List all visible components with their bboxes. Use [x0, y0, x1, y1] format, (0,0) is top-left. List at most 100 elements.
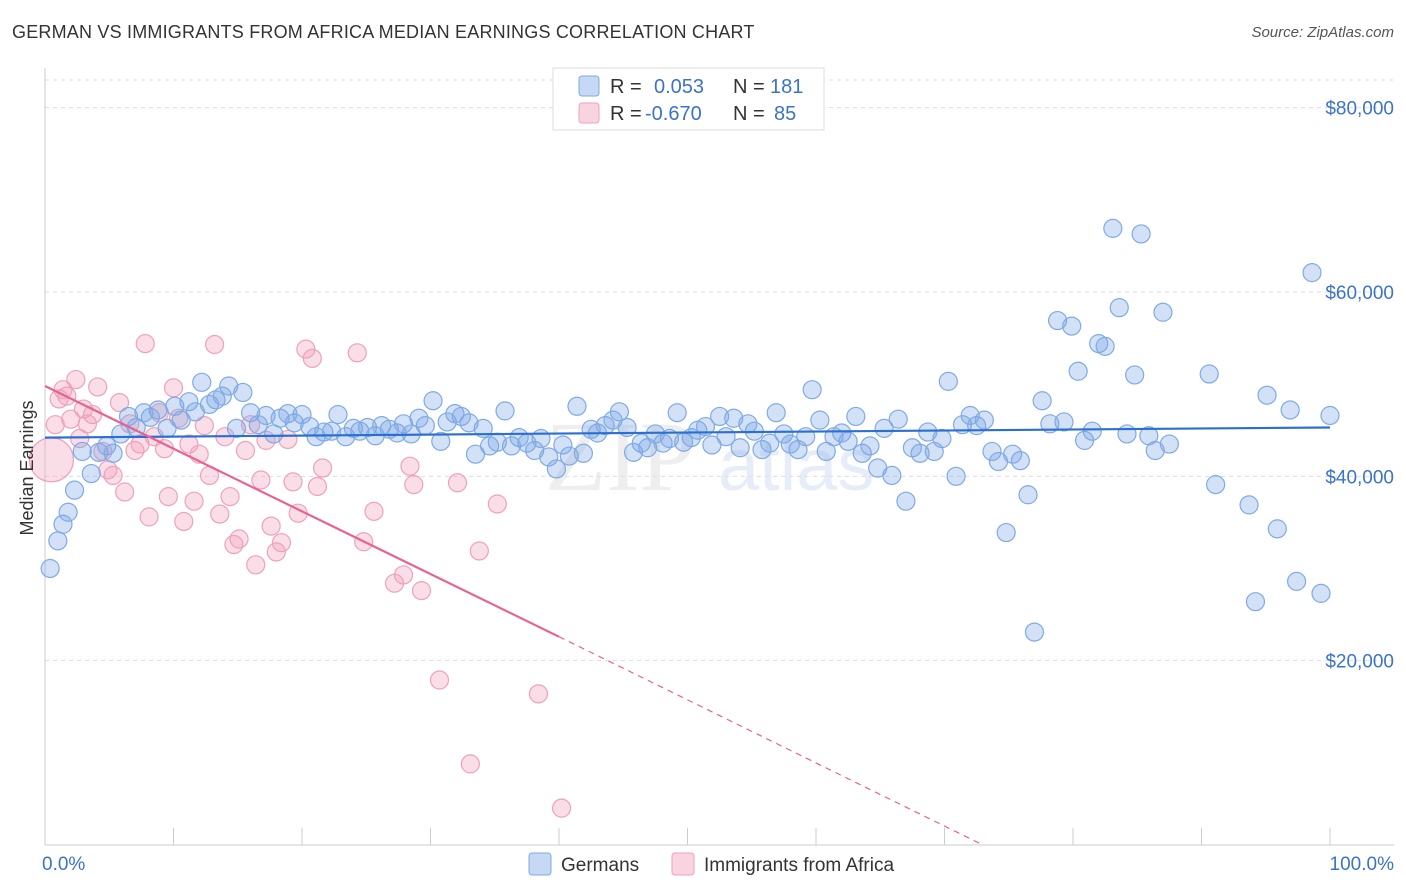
- point-germans: [766, 403, 786, 423]
- point-germans: [1302, 263, 1322, 283]
- point-germans: [546, 459, 567, 479]
- point-germans: [328, 404, 348, 425]
- point-germans: [710, 406, 730, 427]
- point-germans: [1159, 434, 1179, 454]
- legend-box: R = 0.053 N = 181 R = -0.670 N = 85: [552, 67, 825, 131]
- point-germans: [1286, 571, 1307, 591]
- bottom-legend-label-germans: Germans: [561, 855, 639, 876]
- point-germans: [357, 417, 378, 438]
- bottom-legend: Germans Immigrants from Africa: [528, 852, 894, 876]
- point-germans: [567, 396, 587, 416]
- x-tick-min: 0.0%: [42, 854, 85, 875]
- point-germans: [910, 443, 930, 463]
- point-germans: [974, 410, 994, 430]
- point-germans: [148, 400, 168, 420]
- legend-swatch-germans: [578, 75, 600, 97]
- point-germans: [1125, 365, 1145, 385]
- point-germans: [171, 410, 191, 430]
- point-germans: [415, 416, 435, 436]
- point-africa: [411, 581, 432, 601]
- gridlines: [45, 79, 1394, 662]
- point-africa: [224, 534, 244, 555]
- point-africa: [271, 533, 292, 553]
- point-africa: [235, 440, 256, 461]
- point-germans: [667, 403, 687, 423]
- point-africa: [487, 494, 507, 514]
- point-africa: [210, 504, 230, 524]
- y-axis-label: Median Earnings: [17, 400, 37, 535]
- point-germans: [1109, 298, 1129, 318]
- point-germans: [882, 465, 902, 486]
- point-germans: [1311, 583, 1331, 603]
- point-germans: [573, 443, 594, 463]
- point-germans: [241, 403, 261, 423]
- point-germans: [559, 446, 579, 466]
- point-germans: [960, 405, 980, 426]
- data-points: [28, 218, 1340, 818]
- x-tick-max: 100.0%: [1330, 854, 1395, 875]
- point-germans: [796, 427, 816, 447]
- point-germans: [730, 438, 750, 458]
- point-africa: [283, 472, 303, 492]
- point-africa: [77, 414, 98, 434]
- point-africa: [429, 670, 450, 690]
- point-germans: [473, 418, 493, 438]
- y-tick-label: $40,000: [1325, 467, 1394, 488]
- point-africa: [251, 470, 271, 490]
- point-germans: [531, 428, 551, 449]
- point-germans: [226, 418, 247, 438]
- point-germans: [1062, 316, 1082, 336]
- legend-r-value-1: 0.053: [654, 76, 704, 98]
- point-germans: [1024, 622, 1045, 642]
- point-africa: [246, 555, 266, 575]
- point-africa: [88, 377, 108, 397]
- point-germans: [53, 514, 73, 534]
- point-africa: [158, 487, 178, 507]
- point-africa: [261, 516, 281, 536]
- point-germans: [1047, 310, 1068, 331]
- point-germans: [1095, 336, 1115, 356]
- point-germans: [314, 422, 334, 442]
- point-germans: [233, 382, 253, 403]
- point-germans: [816, 441, 836, 462]
- point-germans: [192, 372, 212, 392]
- point-africa: [266, 542, 286, 562]
- point-africa: [460, 754, 480, 774]
- point-germans: [1267, 519, 1287, 539]
- legend-swatch-africa: [578, 102, 600, 124]
- point-germans: [1117, 424, 1137, 444]
- point-germans: [888, 409, 908, 429]
- point-africa: [551, 798, 572, 818]
- point-germans: [219, 376, 239, 396]
- point-germans: [40, 558, 60, 579]
- point-germans: [860, 436, 880, 456]
- trend-line-africa: [44, 385, 560, 638]
- point-germans: [465, 444, 486, 464]
- point-germans: [802, 380, 822, 400]
- watermark: ZIP atlas: [545, 401, 874, 512]
- point-africa: [205, 334, 225, 355]
- point-africa: [66, 369, 86, 390]
- point-germans: [1145, 440, 1165, 461]
- point-germans: [1018, 485, 1038, 505]
- point-germans: [838, 431, 858, 451]
- point-germans: [1082, 421, 1102, 441]
- point-germans: [1206, 475, 1226, 495]
- point-germans: [695, 416, 716, 437]
- point-germans: [58, 502, 78, 522]
- point-germans: [212, 386, 232, 406]
- watermark-zip: ZIP: [545, 401, 695, 512]
- legend-r-value-2: -0.670: [645, 103, 702, 125]
- point-germans: [896, 491, 916, 511]
- point-germans: [609, 402, 629, 422]
- point-africa: [469, 541, 489, 561]
- point-germans: [1153, 302, 1173, 322]
- point-germans: [179, 392, 199, 412]
- series-germans: [40, 218, 1340, 642]
- point-germans: [72, 441, 92, 462]
- point-germans: [1032, 391, 1052, 411]
- point-germans: [659, 428, 680, 449]
- chart-title: GERMAN VS IMMIGRANTS FROM AFRICA MEDIAN …: [12, 22, 755, 42]
- legend-r-label-2: R =: [610, 103, 642, 125]
